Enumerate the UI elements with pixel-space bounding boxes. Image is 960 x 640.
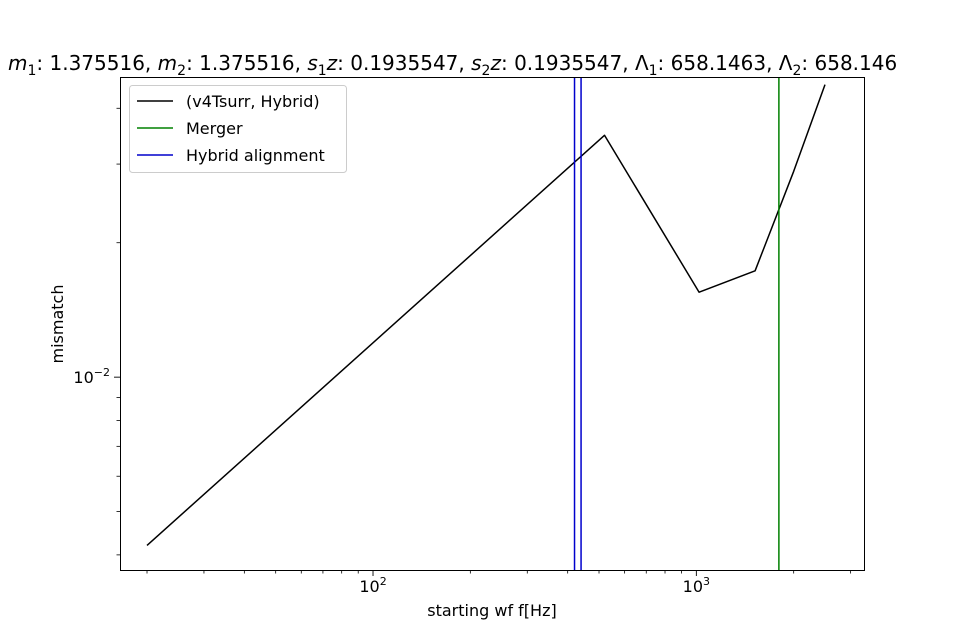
legend: (v4Tsurr, Hybrid) Merger Hybrid alignmen… <box>129 85 347 173</box>
major-ticks: 102 103 10−2 <box>73 366 710 596</box>
chart-title: m1: 1.375516, m2: 1.375516, s1z: 0.19355… <box>8 51 897 79</box>
x-tick-label: 103 <box>683 575 710 596</box>
series-line-hybrid <box>146 84 826 546</box>
series-layer <box>146 77 826 570</box>
legend-label-merger: Merger <box>186 119 243 138</box>
plot-frame <box>120 77 865 571</box>
x-axis-label: starting wf f[Hz] <box>427 601 556 620</box>
y-axis-label: mismatch <box>48 285 67 364</box>
legend-box <box>129 85 347 173</box>
y-tick-label: 10−2 <box>73 366 110 387</box>
x-tick-label: 102 <box>359 575 386 596</box>
legend-label-hybrid-series: (v4Tsurr, Hybrid) <box>186 92 320 111</box>
legend-label-hybrid-alignment: Hybrid alignment <box>186 146 325 165</box>
